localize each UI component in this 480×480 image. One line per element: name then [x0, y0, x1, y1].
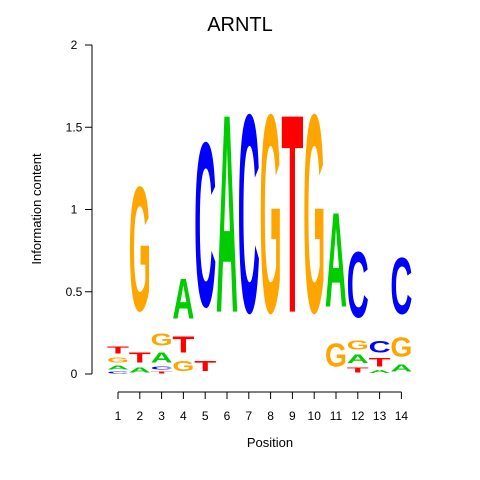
logo-letter-g: G: [107, 356, 129, 364]
logo-letter-c: C: [369, 338, 391, 356]
chart-title: ARNTL: [207, 14, 273, 36]
x-tick-label: 12: [351, 409, 365, 423]
position-stack: T: [281, 55, 303, 372]
x-tick-label: 8: [267, 409, 274, 423]
y-tick-label: 1.5: [66, 120, 83, 134]
position-stack: A: [216, 56, 238, 372]
y-axis-label: Information content: [29, 153, 44, 265]
position-stack: C: [238, 56, 260, 372]
logo-letter-c: C: [151, 366, 173, 371]
x-tick-label: 4: [180, 409, 187, 423]
logo-letter-g: G: [325, 336, 347, 374]
position-stack: GTA: [172, 266, 195, 374]
logo-letter-t: T: [194, 357, 216, 374]
logo-letter-c: C: [347, 232, 369, 337]
logo-letter-g: G: [303, 56, 325, 373]
logo-letter-c: C: [390, 241, 412, 331]
x-tick-label: 14: [395, 409, 409, 423]
x-tick-label: 3: [158, 409, 165, 423]
x-tick-label: 5: [202, 409, 209, 423]
logo-letter-g: G: [151, 330, 173, 349]
logo-letter-g: G: [347, 338, 369, 353]
y-tick-label: 1: [71, 203, 78, 217]
y-tick-label: 0: [71, 367, 78, 381]
logo-letter-g: G: [390, 332, 412, 363]
logo-letter-a: A: [129, 366, 151, 374]
logo-letter-g: G: [129, 150, 151, 348]
position-stack: ATG: [129, 150, 151, 374]
y-tick-label: 0.5: [66, 285, 83, 299]
logo-letter-a: A: [172, 266, 194, 331]
x-tick-label: 9: [289, 409, 296, 423]
logo-letter-a: A: [369, 369, 391, 374]
logo-letter-a: A: [325, 184, 347, 336]
logo-letter-a: A: [107, 364, 129, 371]
x-tick-label: 6: [224, 409, 231, 423]
logo-letter-a: A: [390, 362, 412, 374]
logo-letter-t: T: [369, 356, 392, 369]
logo-letter-t: T: [281, 55, 303, 372]
logo-letter-a: A: [216, 56, 238, 372]
logo-letter-g: G: [260, 56, 282, 373]
logo-letter-c: C: [107, 371, 130, 374]
x-tick-label: 1: [115, 409, 122, 423]
x-tick-label: 2: [136, 409, 143, 423]
position-stack: ATC: [369, 338, 392, 374]
x-tick-label: 7: [245, 409, 252, 423]
y-axis: 0 0.5 1 1.5 2: [66, 38, 93, 381]
position-stack: G: [260, 56, 282, 373]
position-stack: AGC: [390, 241, 412, 374]
logo-letter-a: A: [151, 350, 173, 367]
x-tick-label: 13: [373, 409, 387, 423]
logo-letter-c: C: [194, 93, 216, 357]
x-axis: 1 2 3 4 5 6 7 8 9 10 11 12 13 14: [115, 391, 409, 423]
y-tick-label: 2: [71, 38, 78, 52]
position-stack: G: [303, 56, 325, 373]
logo-letter-g: G: [172, 358, 194, 374]
position-stack: TC: [194, 93, 216, 374]
logo-letter-t: T: [172, 332, 195, 358]
logo-letter-c: C: [238, 56, 260, 372]
logo-letter-t: T: [129, 349, 151, 366]
logo-letter-t: T: [107, 344, 129, 356]
logo-letter-t: T: [151, 371, 174, 374]
logo-letter-t: T: [347, 366, 369, 374]
x-axis-label: Position: [247, 435, 293, 450]
position-stack: GA: [325, 184, 347, 375]
x-tick-label: 11: [330, 409, 343, 423]
logo-letter-a: A: [347, 353, 369, 366]
x-tick-label: 10: [308, 409, 322, 423]
